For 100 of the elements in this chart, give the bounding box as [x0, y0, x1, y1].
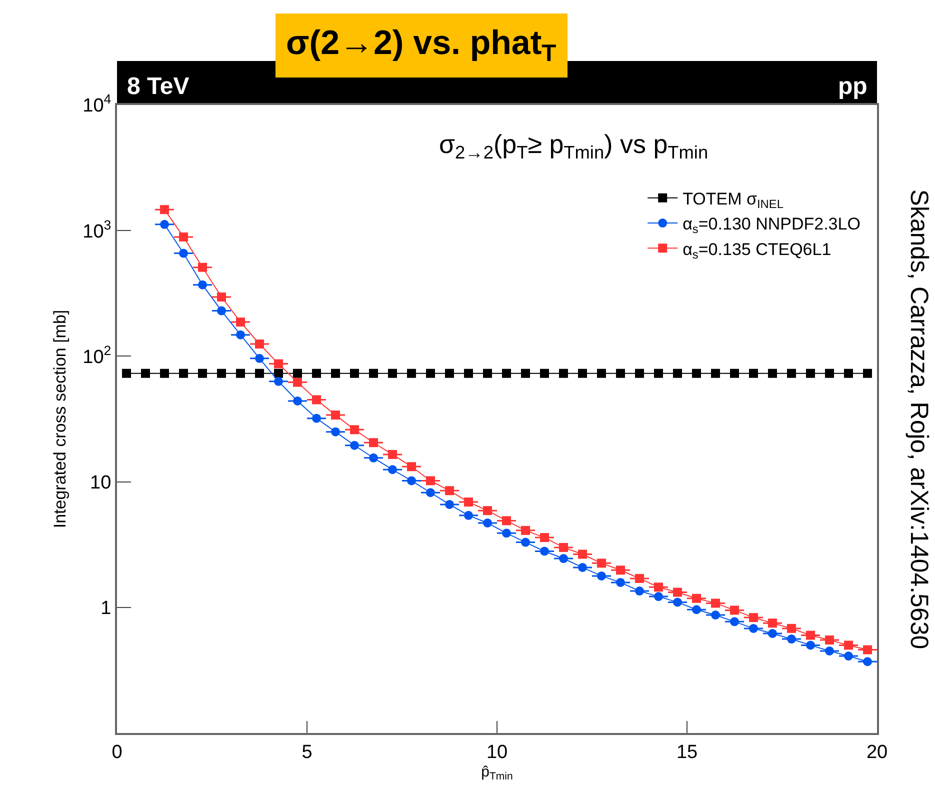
point — [236, 330, 245, 340]
point — [388, 465, 397, 474]
text: pp — [838, 73, 868, 100]
point — [749, 613, 758, 622]
point — [464, 368, 473, 378]
point — [217, 306, 226, 316]
point — [559, 542, 568, 552]
point — [806, 640, 815, 650]
point — [654, 582, 663, 592]
point — [540, 533, 549, 542]
y-axis-title: Integrated cross section [mb] — [50, 310, 70, 528]
point — [597, 558, 606, 568]
point — [768, 368, 777, 378]
point — [331, 410, 340, 420]
point — [293, 378, 302, 387]
point — [369, 368, 378, 378]
point — [654, 592, 663, 602]
point — [692, 594, 701, 603]
point — [483, 368, 492, 378]
x-axis-title: p̂$_{Tmin}$ — [481, 763, 513, 782]
point — [711, 598, 720, 608]
point — [388, 450, 397, 459]
point — [749, 624, 758, 633]
point — [274, 368, 283, 378]
point — [692, 605, 701, 614]
point — [160, 220, 169, 229]
x-tick-label: 0 — [112, 742, 122, 763]
point — [445, 486, 454, 496]
point — [806, 368, 815, 378]
y-tick-label: 10$^{4}$ — [82, 92, 112, 117]
y-tick-label: 10$^{2}$ — [82, 342, 112, 368]
point — [331, 427, 340, 436]
point — [730, 368, 739, 378]
point — [255, 354, 264, 363]
point — [692, 368, 701, 378]
point — [407, 476, 416, 486]
point — [236, 318, 245, 327]
y-tick-label: 10 — [90, 472, 112, 494]
text: Skands, Carrazza, Rojo, arXiv:1404.5630 — [904, 189, 933, 650]
point — [502, 528, 511, 538]
point — [768, 618, 777, 628]
text: 8 TeV — [127, 73, 190, 100]
point — [635, 368, 644, 378]
point — [217, 368, 226, 378]
point — [825, 636, 834, 645]
point — [787, 634, 796, 644]
point — [616, 578, 625, 587]
point — [540, 546, 549, 556]
point — [464, 510, 473, 520]
y-tick-label: 10$^{3}$ — [82, 217, 112, 242]
legend-label: TOTEM σ$_{INEL}$ — [682, 190, 784, 212]
point — [350, 368, 359, 378]
x-tick-label: 15 — [676, 742, 698, 763]
point — [635, 586, 644, 596]
x-tick-label: 5 — [302, 742, 312, 763]
point — [312, 368, 321, 378]
point — [673, 598, 682, 607]
point — [236, 368, 245, 378]
point — [597, 368, 606, 378]
point — [407, 462, 416, 472]
point — [426, 476, 435, 486]
point — [502, 368, 511, 378]
point — [160, 205, 169, 214]
point — [844, 652, 853, 661]
point — [369, 438, 378, 448]
point — [711, 610, 720, 620]
point — [559, 554, 568, 564]
point — [521, 526, 530, 535]
point — [274, 359, 283, 368]
x-tick-label: 10 — [486, 742, 508, 763]
point — [331, 368, 340, 378]
point — [521, 368, 530, 378]
point — [483, 506, 492, 516]
point — [426, 368, 435, 378]
point — [407, 368, 416, 378]
point — [445, 368, 454, 378]
point — [597, 571, 606, 580]
point — [255, 368, 264, 378]
point — [863, 645, 872, 654]
point — [198, 280, 207, 290]
point — [768, 628, 777, 638]
point — [179, 248, 188, 258]
point — [540, 368, 549, 378]
point — [388, 368, 397, 378]
point — [445, 500, 454, 509]
point — [863, 368, 872, 378]
point — [654, 368, 663, 378]
point — [198, 262, 207, 272]
point — [616, 368, 625, 378]
point — [369, 453, 378, 462]
point — [179, 232, 188, 242]
point — [825, 368, 834, 378]
point — [825, 646, 834, 656]
point — [673, 368, 682, 378]
point — [350, 425, 359, 434]
point — [255, 340, 264, 349]
point — [122, 368, 131, 378]
point — [616, 566, 625, 575]
point — [730, 617, 739, 626]
point — [198, 368, 207, 378]
